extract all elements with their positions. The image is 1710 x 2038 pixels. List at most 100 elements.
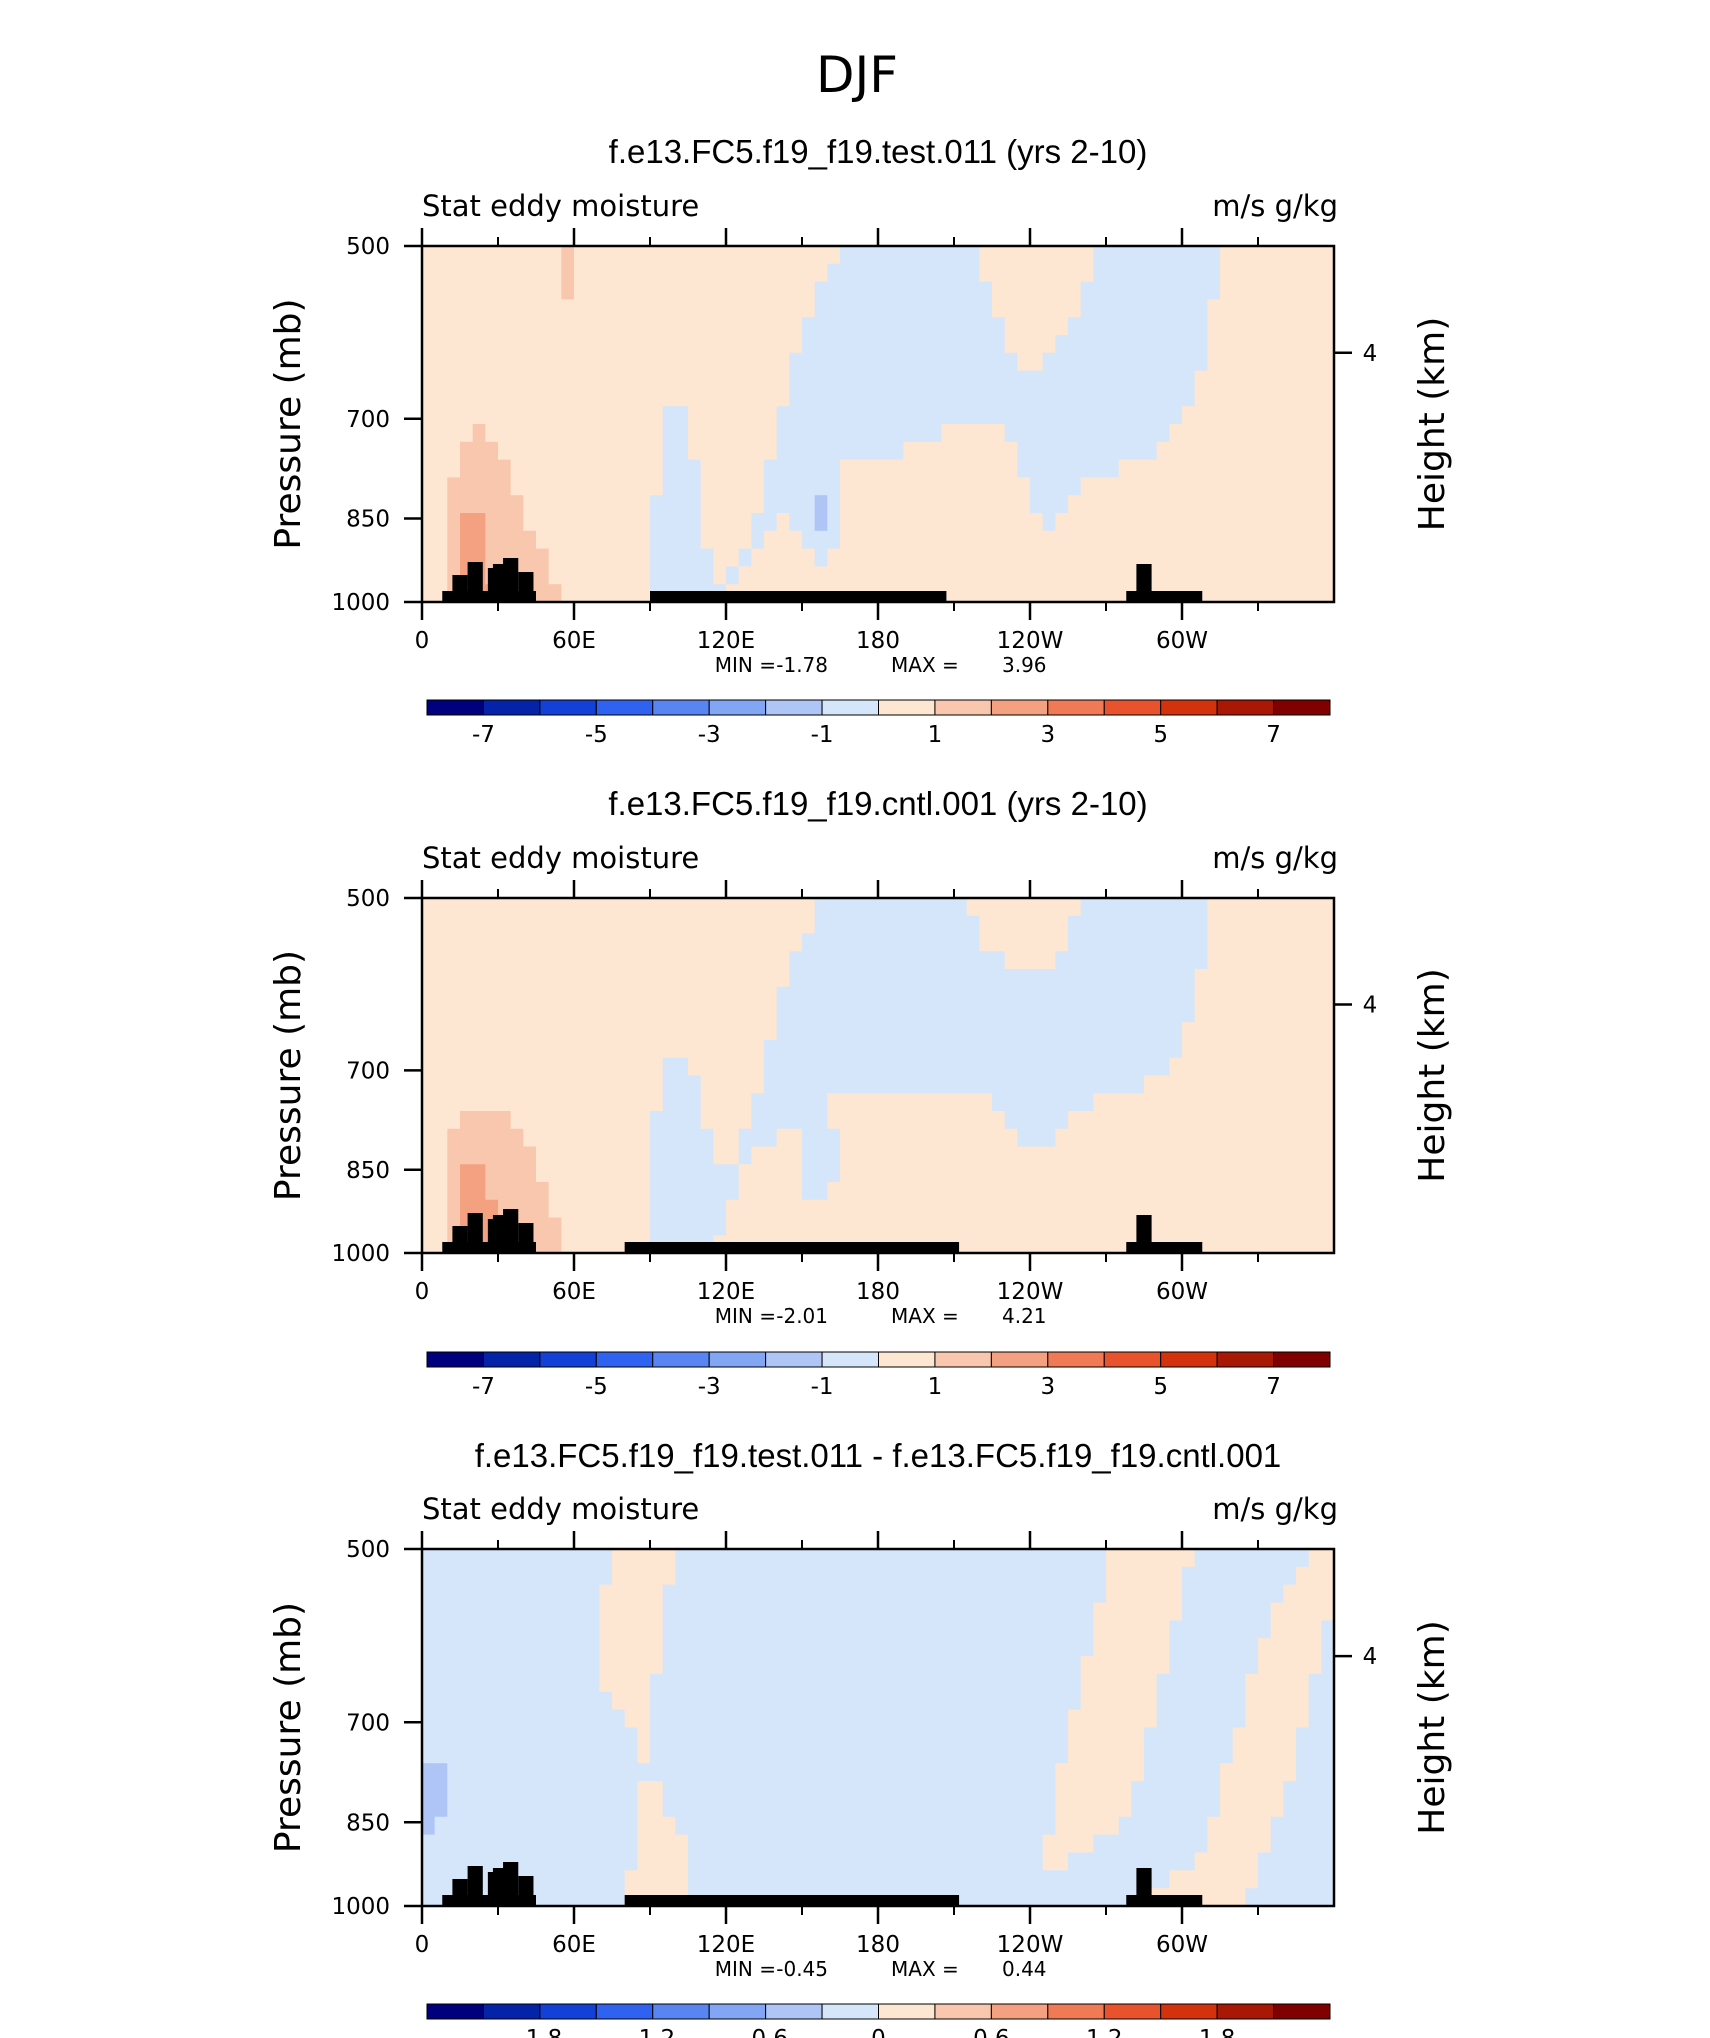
field-cell xyxy=(688,299,702,318)
field-cell xyxy=(536,1727,550,1746)
field-cell xyxy=(688,1146,702,1165)
field-cell xyxy=(675,986,689,1006)
field-cell xyxy=(802,1781,816,1800)
field-cell xyxy=(637,1111,651,1130)
field-cell xyxy=(916,513,930,532)
field-cell xyxy=(814,915,828,935)
field-cell xyxy=(979,246,993,265)
field-cell xyxy=(852,898,866,917)
field-cell xyxy=(472,1781,486,1800)
field-cell xyxy=(1042,1164,1056,1183)
field-cell xyxy=(498,246,512,265)
field-cell xyxy=(840,281,854,300)
field-cell xyxy=(852,933,866,952)
field-cell xyxy=(1182,1638,1196,1657)
field-cell xyxy=(1118,548,1132,567)
field-cell xyxy=(903,1182,917,1201)
field-cell xyxy=(1321,406,1335,425)
field-cell xyxy=(650,1022,664,1041)
field-cell xyxy=(498,898,512,917)
field-cell xyxy=(928,566,942,585)
field-cell xyxy=(954,299,968,318)
field-cell xyxy=(802,317,816,336)
field-cell xyxy=(434,969,448,988)
field-cell xyxy=(865,1093,879,1112)
field-cell xyxy=(1194,1673,1208,1693)
field-cell xyxy=(1220,1816,1234,1836)
field-cell xyxy=(751,441,765,461)
field-cell xyxy=(1321,1870,1335,1889)
field-cell xyxy=(916,915,930,935)
field-cell xyxy=(1144,1566,1158,1586)
field-cell xyxy=(447,1146,461,1165)
field-cell xyxy=(536,1549,550,1568)
colorbar-swatch xyxy=(1103,699,1162,716)
field-cell xyxy=(485,1075,499,1094)
field-cell xyxy=(460,424,474,443)
field-cell xyxy=(1321,1075,1335,1094)
field-cell xyxy=(1017,898,1031,917)
field-cell xyxy=(776,495,790,514)
field-cell xyxy=(1156,1146,1170,1165)
field-cell xyxy=(814,459,828,478)
field-cell xyxy=(1156,1057,1170,1077)
field-cell xyxy=(1169,1040,1183,1059)
field-cell xyxy=(954,548,968,567)
field-cell xyxy=(992,1602,1006,1621)
field-cell xyxy=(954,1691,968,1711)
field-cell xyxy=(764,1093,778,1112)
field-cell xyxy=(1156,1040,1170,1059)
field-cell xyxy=(1030,1781,1044,1800)
field-cell xyxy=(764,1146,778,1165)
field-cell xyxy=(1017,1111,1031,1130)
field-cell xyxy=(1182,1146,1196,1165)
field-cell xyxy=(662,898,676,917)
field-cell xyxy=(1106,1199,1120,1219)
field-cell xyxy=(1220,1745,1234,1764)
field-cell xyxy=(814,1004,828,1023)
field-cell xyxy=(1004,281,1018,300)
field-cell xyxy=(1321,1004,1335,1023)
field-cell xyxy=(789,1584,803,1604)
field-cell xyxy=(916,1834,930,1854)
field-cell xyxy=(852,441,866,461)
field-cell xyxy=(1220,1673,1234,1693)
field-cell xyxy=(979,495,993,514)
field-cell xyxy=(979,1549,993,1568)
field-cell xyxy=(776,299,790,318)
field-cell xyxy=(1207,1235,1221,1254)
field-cell xyxy=(992,1816,1006,1836)
field-cell xyxy=(1207,370,1221,389)
field-cell xyxy=(992,1763,1006,1782)
field-cell xyxy=(1156,898,1170,917)
field-cell xyxy=(1296,513,1310,532)
field-cell xyxy=(447,281,461,300)
field-cell xyxy=(1245,1022,1259,1041)
field-cell xyxy=(878,1093,892,1112)
field-cell xyxy=(764,352,778,372)
field-cell xyxy=(751,951,765,970)
field-cell xyxy=(1207,281,1221,300)
field-cell xyxy=(637,1727,651,1746)
field-cell xyxy=(624,1128,638,1148)
field-cell xyxy=(1220,1075,1234,1094)
field-cell xyxy=(700,1745,714,1764)
field-cell xyxy=(1220,441,1234,461)
field-cell xyxy=(713,1709,727,1729)
field-cell xyxy=(903,1763,917,1782)
field-cell xyxy=(1055,1709,1069,1729)
field-cell xyxy=(662,1620,676,1639)
terrain-peak xyxy=(518,572,534,602)
field-cell xyxy=(561,335,575,354)
field-cell xyxy=(1220,969,1234,988)
field-cell xyxy=(751,1656,765,1675)
field-cell xyxy=(979,1709,993,1729)
field-cell xyxy=(890,1602,904,1621)
field-cell xyxy=(1017,1235,1031,1254)
field-cell xyxy=(852,1040,866,1059)
field-cell xyxy=(460,299,474,318)
field-cell xyxy=(1296,317,1310,336)
field-cell xyxy=(840,1093,854,1112)
field-cell xyxy=(599,1146,613,1165)
colorbar-label: 1 xyxy=(928,722,943,748)
